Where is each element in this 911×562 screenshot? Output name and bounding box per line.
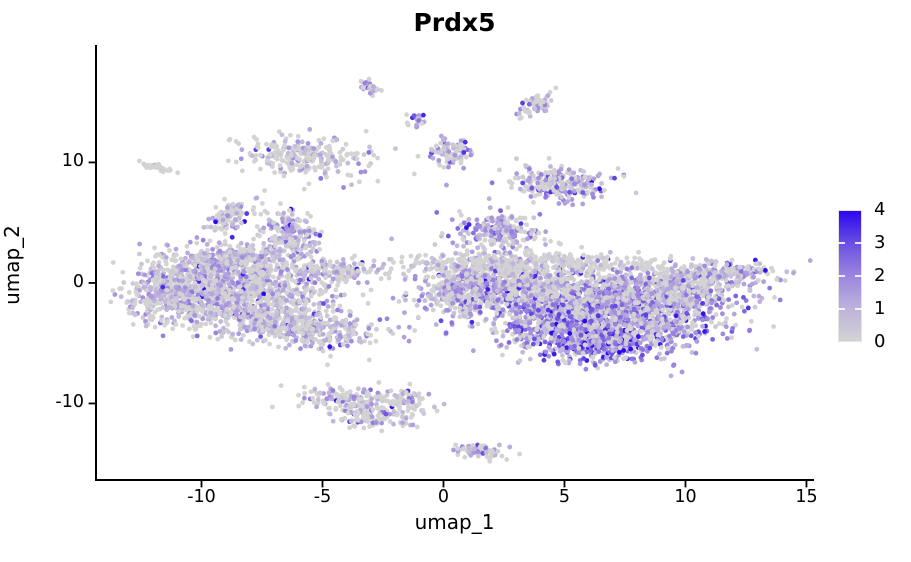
x-axis-label: umap_1 — [414, 510, 495, 534]
colorbar-notch — [855, 242, 862, 244]
colorbar-tick-label: 2 — [874, 265, 886, 287]
colorbar-tick-label: 3 — [874, 232, 886, 254]
colorbar-notch — [838, 275, 845, 277]
x-tick-label: 0 — [437, 487, 450, 507]
x-tick-label: -10 — [187, 487, 216, 507]
colorbar-notch — [855, 275, 862, 277]
y-axis-label: umap_2 — [0, 225, 24, 305]
colorbar-tick-label: 0 — [874, 331, 886, 353]
y-tick-label: 10 — [61, 151, 84, 172]
colorbar-notch — [838, 242, 845, 244]
x-tick-label: 10 — [674, 487, 697, 507]
y-tick-label: -10 — [55, 392, 84, 413]
colorbar-notch — [855, 308, 862, 310]
colorbar-tick-label: 1 — [874, 298, 886, 320]
y-tick-label: 0 — [72, 272, 84, 293]
colorbar-notch — [838, 308, 845, 310]
x-tick-label: -5 — [313, 487, 332, 507]
colorbar-tick-label: 4 — [874, 199, 886, 221]
x-tick-label: 15 — [795, 487, 818, 507]
x-tick-label: 5 — [558, 487, 571, 507]
